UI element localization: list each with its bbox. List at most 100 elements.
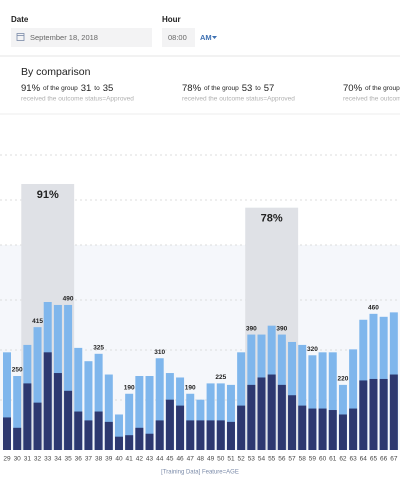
- x-tick-label: 55: [268, 456, 276, 463]
- date-label: Date: [11, 15, 29, 24]
- x-tick-label: 39: [105, 456, 113, 463]
- calendar-icon: [16, 33, 25, 41]
- x-tick-label: 32: [34, 456, 42, 463]
- dropdown-arrow: [212, 36, 217, 39]
- x-tick-label: 35: [64, 456, 72, 463]
- bar-approved: [338, 414, 347, 450]
- bar-approved: [33, 402, 42, 450]
- bar-approved: [114, 436, 123, 450]
- bar-approved: [298, 405, 307, 450]
- x-tick-label: 52: [238, 456, 246, 463]
- bar-total: [308, 355, 317, 450]
- bar-total: [13, 376, 22, 450]
- comparison-to-text: to: [94, 85, 100, 92]
- comparison-text: of the group: [204, 85, 239, 92]
- bar-total: [94, 353, 103, 450]
- bar-approved: [53, 373, 62, 450]
- comparison-headline: 70% of the group: [343, 83, 400, 94]
- comparison-outcome: received the outcome status=Approved: [21, 96, 134, 103]
- bar-total: [145, 376, 154, 450]
- x-tick-label: 64: [360, 456, 368, 463]
- bar-value-label: 250: [12, 367, 23, 374]
- comparison-outcome: received the outcome status=Approved: [182, 96, 295, 103]
- bar-approved: [23, 383, 32, 450]
- comparison-items: 91% of the group 31 to 35 received the outcom…: [21, 83, 400, 103]
- bar-total: [237, 352, 246, 450]
- x-tick-label: 30: [14, 456, 22, 463]
- x-tick-label: 57: [288, 456, 296, 463]
- x-tick-label: 48: [197, 456, 205, 463]
- x-tick-label: 66: [380, 456, 388, 463]
- bar-total: [206, 383, 215, 450]
- bar-total: [104, 374, 113, 450]
- x-tick-label: 37: [85, 456, 93, 463]
- bar-approved: [145, 433, 154, 450]
- x-tick-label: 51: [227, 456, 235, 463]
- date-value: September 18, 2018: [30, 33, 98, 42]
- x-tick-label: 58: [299, 456, 307, 463]
- x-tick-label: 54: [258, 456, 266, 463]
- comparison-text: of the group: [43, 85, 78, 92]
- bar-approved: [379, 378, 388, 450]
- bar-approved: [3, 417, 11, 450]
- bar-value-label: 390: [246, 325, 257, 332]
- ampm-select[interactable]: AM: [200, 33, 212, 42]
- x-tick-label: 33: [44, 456, 52, 463]
- bar-total: [84, 361, 93, 450]
- x-tick-label: 36: [75, 456, 83, 463]
- x-tick-label: 65: [370, 456, 378, 463]
- x-tick-label: 45: [166, 456, 174, 463]
- bar-approved: [237, 405, 246, 450]
- x-tick-label: 44: [156, 456, 164, 463]
- bar-total: [135, 376, 144, 450]
- bar-value-label: 460: [368, 305, 379, 312]
- bar-approved: [94, 411, 103, 450]
- comparison-to-text: to: [255, 85, 261, 92]
- highlight-label: 78%: [261, 213, 283, 225]
- comparison-percent: 91%: [21, 83, 41, 94]
- bar-total: [3, 352, 11, 450]
- comparison-headline: 91% of the group 31 to 35: [21, 83, 113, 94]
- bar-value-label: 190: [124, 384, 135, 391]
- bar-value-label: 190: [185, 384, 196, 391]
- comparison-outcome: received the outcome status=Approved: [343, 96, 400, 103]
- x-tick-label: 60: [319, 456, 327, 463]
- bar-approved: [226, 421, 235, 450]
- bar-total: [114, 414, 123, 450]
- bar-value-label: 220: [338, 376, 349, 383]
- bar-total: [74, 347, 83, 450]
- bar-approved: [308, 408, 317, 450]
- date-input[interactable]: [11, 28, 152, 47]
- x-axis-label: [Training Data] Feature=AGE: [161, 470, 239, 476]
- bar-approved: [369, 378, 378, 450]
- bar-approved: [318, 408, 327, 450]
- x-tick-label: 42: [136, 456, 144, 463]
- x-tick-label: 46: [176, 456, 184, 463]
- bar-approved: [84, 420, 93, 450]
- x-tick-label: 40: [115, 456, 123, 463]
- bar-value-label: 225: [215, 374, 226, 381]
- x-tick-label: 61: [329, 456, 337, 463]
- comparison-headline: 78% of the group 53 to 57: [182, 83, 274, 94]
- x-tick-label: 41: [126, 456, 134, 463]
- bar-approved: [389, 374, 398, 450]
- bar-approved: [74, 411, 83, 450]
- hour-input[interactable]: [162, 28, 195, 47]
- x-tick-label: 29: [3, 456, 11, 463]
- bar-total: [226, 384, 235, 450]
- bar-approved: [328, 410, 337, 450]
- bar-approved: [216, 420, 225, 450]
- bar-approved: [349, 408, 358, 450]
- x-tick-label: 43: [146, 456, 154, 463]
- bar-approved: [359, 380, 368, 450]
- bar-approved: [196, 420, 205, 450]
- bar-approved: [176, 405, 185, 450]
- bar-approved: [288, 395, 297, 450]
- bar-total: [328, 352, 337, 450]
- highlight-label: 91%: [37, 189, 59, 201]
- comparison-from: 53: [242, 83, 253, 94]
- bar-approved: [267, 374, 276, 450]
- comparison-to: 57: [264, 83, 275, 94]
- comparison-percent: 70%: [343, 83, 363, 94]
- bar-total: [33, 327, 42, 450]
